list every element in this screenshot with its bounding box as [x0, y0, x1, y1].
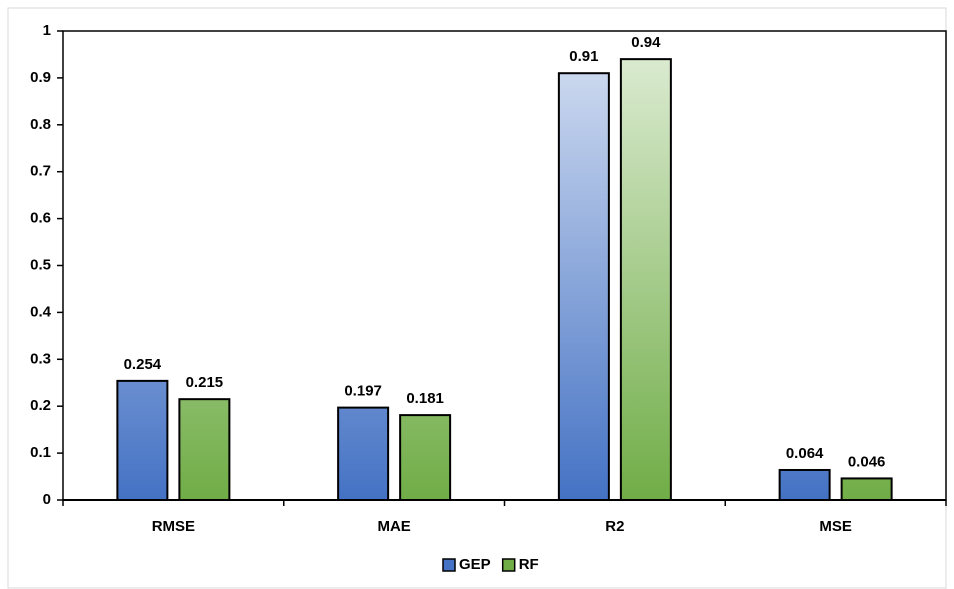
bar	[557, 72, 610, 502]
bar	[399, 414, 452, 501]
legend-swatch	[501, 558, 516, 572]
y-tick-label: 0.1	[30, 444, 51, 461]
bar	[619, 58, 672, 501]
x-tick-label: R2	[605, 518, 624, 535]
x-tick-label: RMSE	[152, 518, 195, 535]
y-tick-label: 0	[43, 491, 51, 508]
bar	[778, 468, 831, 502]
legend-label: RF	[519, 556, 539, 573]
data-label: 0.197	[344, 383, 382, 400]
data-label: 0.064	[786, 445, 824, 462]
x-tick-label: MSE	[819, 518, 852, 535]
bar	[178, 398, 231, 502]
data-label: 0.215	[186, 374, 224, 391]
y-tick-label: 0.5	[30, 256, 51, 273]
y-tick-label: 1	[43, 22, 51, 39]
data-label: 0.91	[569, 48, 598, 65]
data-label: 0.181	[406, 390, 444, 407]
data-label: 0.94	[631, 34, 661, 51]
y-tick-label: 0.7	[30, 163, 51, 180]
legend-swatch	[442, 558, 456, 572]
y-tick-label: 0.2	[30, 397, 51, 414]
y-tick-label: 0.8	[30, 116, 51, 133]
x-tick-label: MAE	[377, 518, 410, 535]
data-label: 0.254	[124, 356, 162, 373]
y-tick-label: 0.6	[30, 210, 51, 227]
data-label: 0.046	[848, 453, 886, 470]
bar	[116, 379, 169, 501]
y-tick-label: 0.4	[30, 303, 52, 320]
y-tick-label: 0.9	[30, 69, 51, 86]
legend-label: GEP	[459, 556, 491, 573]
bar	[840, 477, 893, 501]
bar	[337, 406, 390, 501]
y-tick-label: 0.3	[30, 350, 51, 367]
